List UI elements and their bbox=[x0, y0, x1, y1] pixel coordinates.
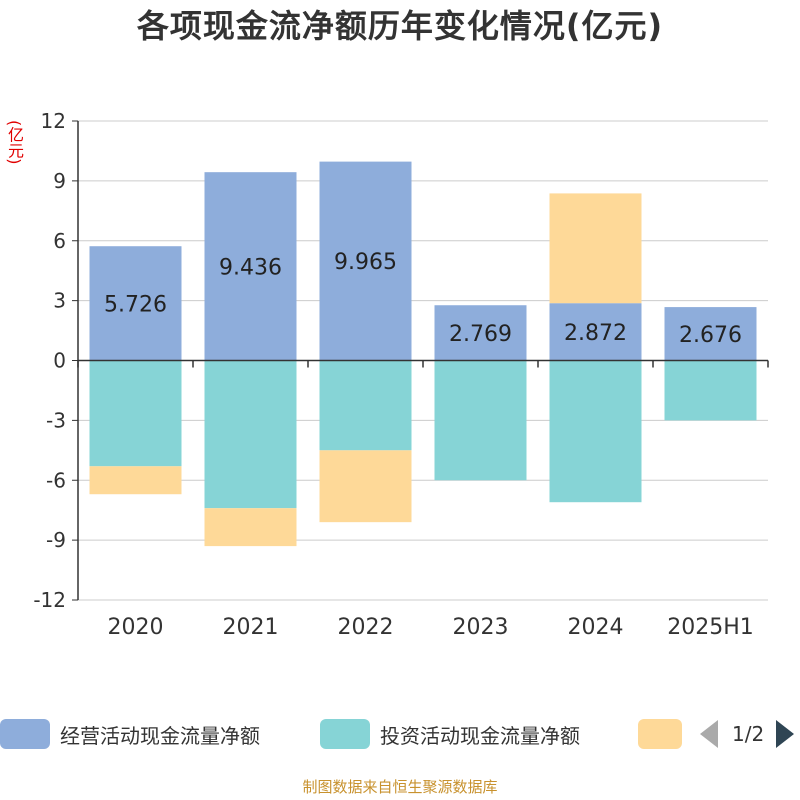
data-label: 2.676 bbox=[679, 323, 742, 348]
y-tick-label: -9 bbox=[46, 528, 66, 552]
x-tick-label: 2021 bbox=[223, 615, 279, 640]
x-tick-label: 2024 bbox=[568, 615, 624, 640]
legend-next-arrow-icon[interactable] bbox=[776, 720, 795, 748]
data-label: 5.726 bbox=[104, 292, 167, 317]
bar-2020-series-2 bbox=[89, 466, 182, 495]
x-tick-label: 2025H1 bbox=[667, 615, 754, 640]
legend-item-investing[interactable]: 投资活动现金流量净额 bbox=[320, 716, 580, 752]
data-label: 9.436 bbox=[219, 255, 282, 280]
data-label: 9.965 bbox=[334, 250, 397, 275]
y-axis-unit-label: (亿元) bbox=[5, 120, 24, 165]
bar-2021-series-2 bbox=[204, 508, 297, 547]
bar-2025H1-series-1 bbox=[664, 360, 757, 421]
bar-2023-series-0 bbox=[434, 305, 527, 361]
legend-swatch-investing bbox=[320, 719, 370, 749]
chart-title: 各项现金流净额历年变化情况(亿元) bbox=[136, 7, 664, 45]
x-tick-label: 2020 bbox=[108, 615, 164, 640]
y-tick-label: -6 bbox=[46, 468, 66, 492]
legend-pager: 1/2 bbox=[700, 716, 795, 752]
data-source-note: 制图数据来自恒生聚源数据库 bbox=[302, 778, 498, 796]
y-tick-label: 0 bbox=[53, 349, 66, 373]
y-tick-label: 9 bbox=[53, 169, 66, 193]
bar-2022-series-0 bbox=[319, 161, 412, 361]
y-tick-label: -3 bbox=[46, 408, 66, 432]
legend-page-indicator: 1/2 bbox=[732, 722, 765, 746]
x-tick-label: 2022 bbox=[338, 615, 394, 640]
y-tick-label: 12 bbox=[41, 109, 66, 133]
y-tick-label: 6 bbox=[53, 229, 66, 253]
data-label: 2.872 bbox=[564, 321, 627, 346]
legend: 经营活动现金流量净额 投资活动现金流量净额 1/2 bbox=[0, 712, 800, 756]
stacked-bar-chart: 12 9 6 3 0 -3 -6 -9 -12 5.726 9.436 9.965 2.769 2.872… bbox=[33, 109, 769, 640]
bar-2024-series-2 bbox=[549, 193, 642, 304]
y-tick-label: -12 bbox=[33, 588, 66, 612]
legend-item-operating[interactable]: 经营活动现金流量净额 bbox=[0, 716, 260, 752]
bar-2020-series-0 bbox=[89, 246, 182, 361]
bar-2022-series-1 bbox=[319, 360, 412, 451]
data-label: 2.769 bbox=[449, 322, 512, 347]
bar-2025H1-series-0 bbox=[664, 307, 757, 361]
bar-2021-series-1 bbox=[204, 360, 297, 509]
legend-label-investing: 投资活动现金流量净额 bbox=[380, 723, 580, 748]
legend-swatch-third bbox=[638, 719, 682, 749]
bar-2024-series-0 bbox=[549, 303, 642, 361]
bar-2021-series-0 bbox=[204, 172, 297, 361]
x-tick-label: 2023 bbox=[453, 615, 509, 640]
bar-2022-series-2 bbox=[319, 450, 412, 523]
legend-item-third[interactable] bbox=[638, 716, 682, 752]
bar-2024-series-1 bbox=[549, 360, 642, 503]
bar-2023-series-1 bbox=[434, 360, 527, 481]
legend-label-operating: 经营活动现金流量净额 bbox=[60, 723, 260, 748]
legend-prev-arrow-icon[interactable] bbox=[700, 720, 718, 748]
bar-2020-series-1 bbox=[89, 360, 182, 467]
y-tick-label: 3 bbox=[53, 289, 66, 313]
legend-swatch-operating bbox=[0, 719, 50, 749]
